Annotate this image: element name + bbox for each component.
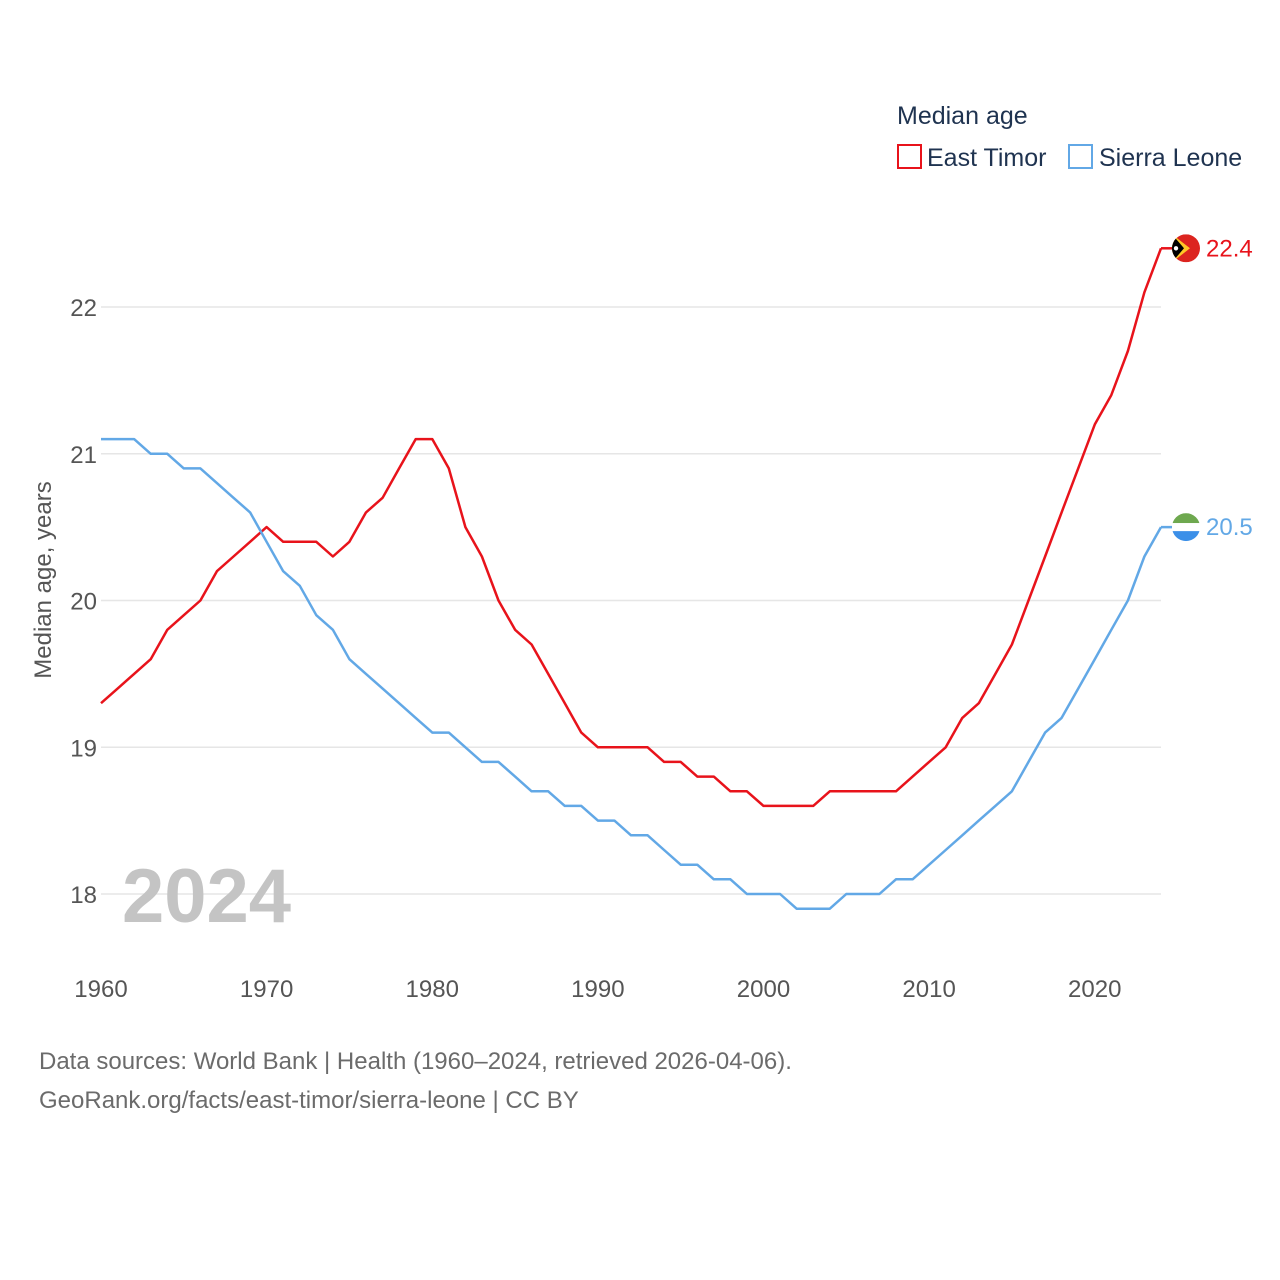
legend-swatch-east-timor [897, 144, 922, 169]
legend-label-east-timor: East Timor [927, 144, 1046, 172]
year-watermark: 2024 [122, 854, 291, 939]
x-tick-label: 1960 [74, 976, 127, 1003]
legend-label-sierra-leone: Sierra Leone [1099, 144, 1242, 172]
y-tick-label: 18 [70, 882, 97, 909]
y-tick-label: 21 [70, 442, 97, 469]
y-tick-label: 20 [70, 589, 97, 616]
x-tick-label: 1980 [406, 976, 459, 1003]
series-line-east-timor [100, 247, 1163, 808]
x-tick-label: 2020 [1068, 976, 1121, 1003]
legend-item-east-timor[interactable]: East Timor [897, 144, 1046, 172]
east-timor-flag-icon [1172, 234, 1200, 263]
legend-item-sierra-leone[interactable]: Sierra Leone [1068, 144, 1242, 172]
y-axis-label: Median age, years [30, 481, 57, 678]
series-line-sierra-leone [101, 437, 1163, 910]
x-tick-label: 1990 [571, 976, 624, 1003]
source-line-1: Data sources: World Bank | Health (1960–… [39, 1048, 792, 1075]
sierra-leone-flag-icon [1172, 513, 1200, 542]
y-tick-label: 22 [70, 295, 97, 322]
end-labels: 22.4 20.5 [1161, 234, 1253, 542]
x-axis-ticks: 1960 1970 1980 1990 2000 2010 2020 [74, 976, 1121, 1003]
x-tick-label: 1970 [240, 976, 293, 1003]
x-tick-label: 2010 [902, 976, 955, 1003]
series-lines [100, 247, 1163, 910]
legend-swatch-sierra-leone [1068, 144, 1093, 169]
end-value-label: 20.5 [1206, 514, 1253, 541]
gridlines [101, 306, 1161, 895]
end-value-label: 22.4 [1206, 235, 1253, 262]
x-tick-label: 2000 [737, 976, 790, 1003]
y-tick-label: 19 [70, 735, 97, 762]
y-axis-ticks: 18 19 20 21 22 [70, 295, 97, 909]
legend-title: Median age [897, 102, 1028, 130]
source-line-2[interactable]: GeoRank.org/facts/east-timor/sierra-leon… [39, 1087, 579, 1114]
legend: Median age East Timor Sierra Leone [897, 102, 1242, 172]
